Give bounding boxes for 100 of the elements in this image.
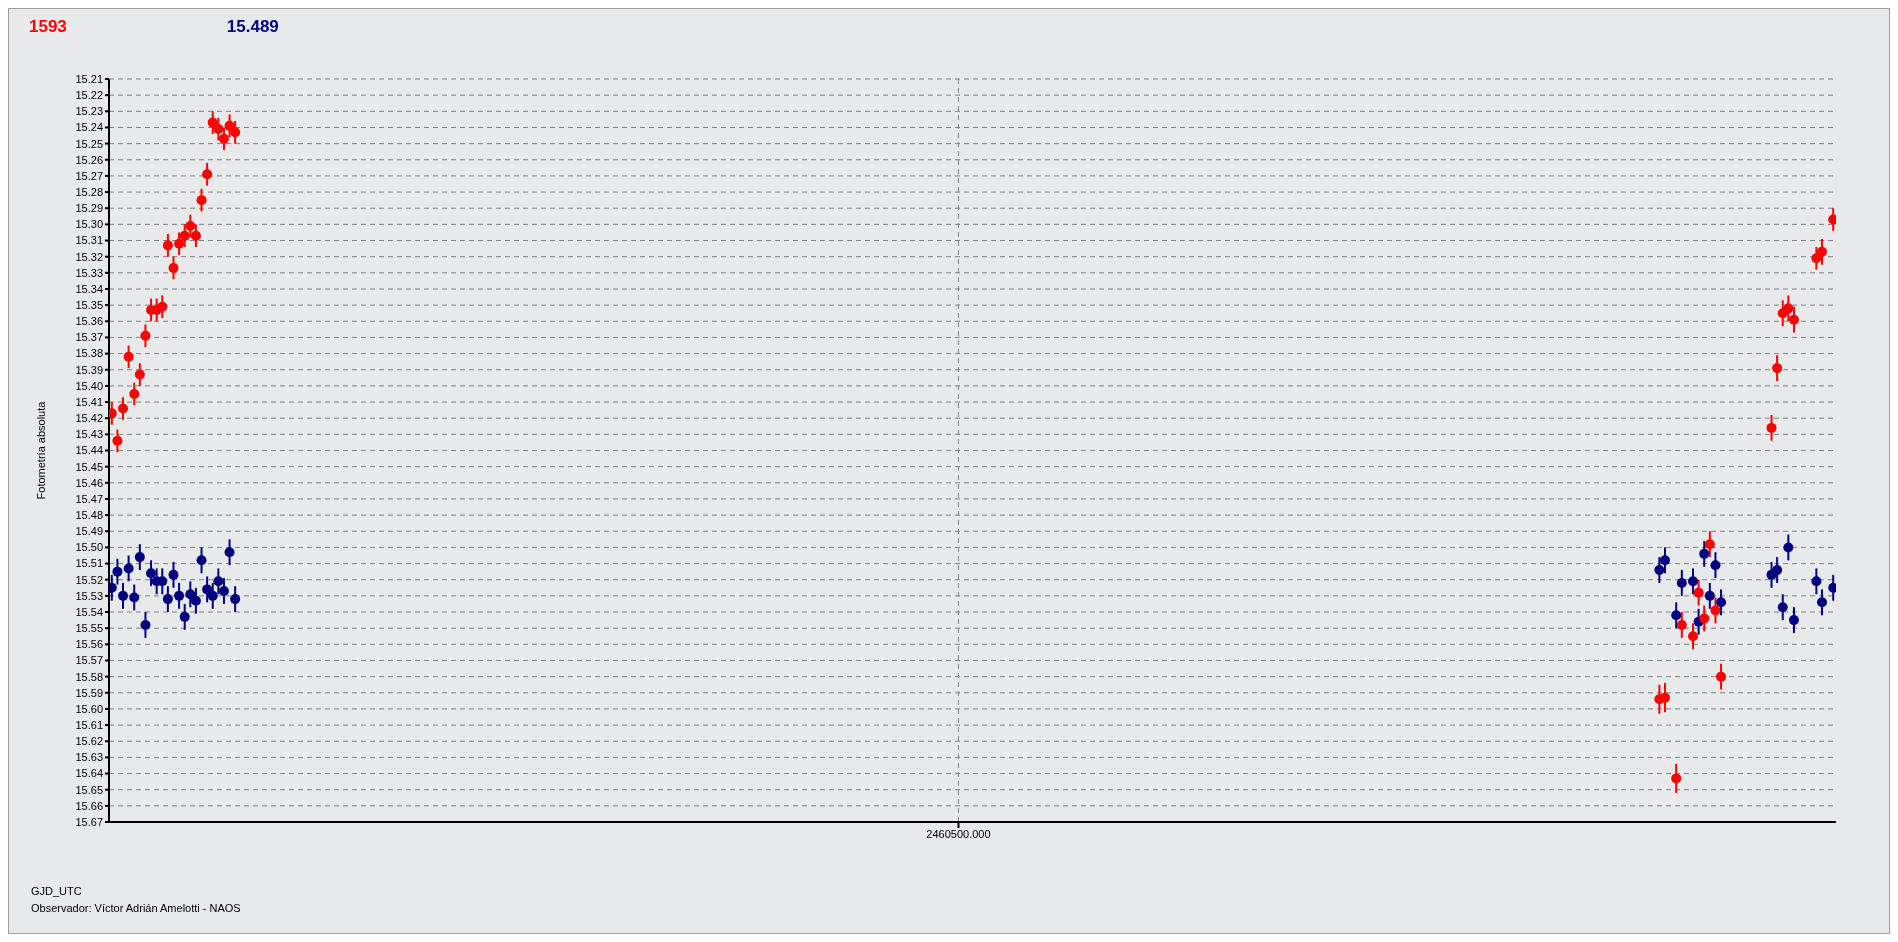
y-tick-label: 15.22 [75, 89, 103, 102]
point [1716, 597, 1727, 608]
y-tick-label: 15.63 [75, 751, 103, 764]
point [185, 220, 196, 231]
text: GJD_UTC [31, 885, 83, 897]
point [224, 120, 235, 131]
y-tick-label: 15.37 [75, 331, 103, 344]
point [134, 369, 145, 380]
y-tick-label: 15.52 [75, 573, 103, 586]
y-tick-label: 15.50 [75, 541, 103, 554]
point [1654, 565, 1665, 576]
y-tick-label: 15.54 [75, 605, 103, 618]
y-tick-label: 15.30 [75, 218, 103, 231]
y-tick-label: 15.42 [75, 412, 103, 425]
point [162, 240, 173, 251]
point [129, 592, 140, 603]
point [168, 262, 179, 273]
y-tick-label: 15.66 [75, 799, 103, 812]
y-tick-label: 15.67 [75, 815, 103, 828]
y-tick-label: 15.47 [75, 492, 103, 505]
point [1676, 577, 1687, 588]
y-tick-label: 15.27 [75, 169, 103, 182]
point [1688, 576, 1699, 587]
point [118, 403, 129, 414]
point [179, 611, 190, 622]
x-tick-label: 2460500.000 [926, 827, 991, 840]
point [174, 238, 185, 249]
point [202, 584, 213, 595]
y-tick-label: 15.29 [75, 202, 103, 215]
point [140, 330, 151, 341]
y-tick-label: 15.56 [75, 638, 103, 651]
point [1816, 246, 1827, 257]
y-tick-label: 15.25 [75, 137, 103, 150]
y-tick-label: 15.21 [75, 72, 103, 85]
y-tick-label: 15.46 [75, 476, 103, 489]
y-tick-label: 15.33 [75, 266, 103, 279]
point [168, 569, 179, 580]
y-tick-label: 15.36 [75, 315, 103, 328]
point [1788, 314, 1799, 325]
y-tick-label: 15.44 [75, 444, 103, 457]
point [112, 566, 123, 577]
point [1783, 303, 1794, 314]
point [1710, 560, 1721, 571]
y-tick-label: 15.49 [75, 525, 103, 538]
point [1788, 615, 1799, 626]
y-tick-label: 15.62 [75, 735, 103, 748]
point [1772, 565, 1783, 576]
point [129, 388, 140, 399]
point [1659, 555, 1670, 566]
point [1676, 619, 1687, 630]
y-tick-label: 15.23 [75, 105, 103, 118]
point [190, 230, 201, 241]
point [1816, 597, 1827, 608]
point [1772, 363, 1783, 374]
point [1704, 590, 1715, 601]
point [179, 230, 190, 241]
y-tick-label: 15.65 [75, 783, 103, 796]
point [146, 568, 157, 579]
y-tick-label: 15.57 [75, 654, 103, 667]
y-tick-label: 15.61 [75, 718, 103, 731]
y-tick-label: 15.48 [75, 509, 103, 522]
point [112, 435, 123, 446]
y-axis-title: Fotometría absoluta [34, 400, 47, 500]
point [213, 576, 224, 587]
point [1766, 422, 1777, 433]
point [162, 594, 173, 605]
point [1811, 576, 1822, 587]
point [1699, 548, 1710, 559]
point [123, 563, 134, 574]
y-tick-label: 15.51 [75, 557, 103, 570]
y-tick-label: 15.34 [75, 282, 103, 295]
point [185, 589, 196, 600]
point [174, 590, 185, 601]
text: 1593 [29, 17, 67, 38]
point [207, 590, 218, 601]
y-tick-label: 15.43 [75, 428, 103, 441]
y-tick-label: 15.41 [75, 395, 103, 408]
point [218, 586, 229, 597]
y-tick-label: 15.45 [75, 460, 103, 473]
point [134, 552, 145, 563]
point [196, 555, 207, 566]
point [213, 124, 224, 135]
y-tick-label: 15.28 [75, 185, 103, 198]
y-tick-label: 15.55 [75, 622, 103, 635]
point [1704, 539, 1715, 550]
y-tick-label: 15.59 [75, 686, 103, 699]
point [140, 619, 151, 630]
point [1671, 773, 1682, 784]
point [218, 133, 229, 144]
text: Observador: Víctor Adrián Amelotti - NAOS [31, 902, 241, 914]
point [157, 301, 168, 312]
point [1671, 610, 1682, 621]
y-tick-label: 15.60 [75, 702, 103, 715]
y-tick-label: 15.35 [75, 299, 103, 312]
y-tick-label: 15.40 [75, 379, 103, 392]
point [230, 594, 241, 605]
y-tick-label: 15.24 [75, 121, 103, 134]
y-tick-label: 15.31 [75, 234, 103, 247]
point [190, 595, 201, 606]
point [1811, 253, 1822, 264]
